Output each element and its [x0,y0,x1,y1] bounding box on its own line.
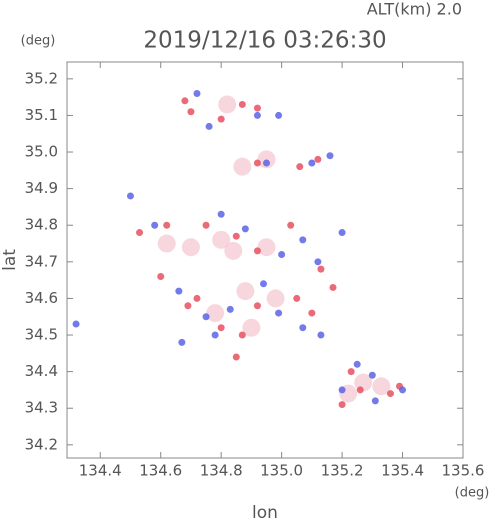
data-point [232,232,240,240]
data-point [184,302,192,310]
data-point [275,309,283,317]
y-tick-label: 35.2 [25,69,58,87]
data-point [253,159,261,167]
data-point [314,258,322,266]
data-point [202,221,210,229]
data-point [193,294,201,302]
data-point [238,331,246,339]
data-point [257,238,276,257]
data-point [212,230,231,249]
data-point [347,368,355,376]
data-point [371,397,379,405]
data-point [338,386,346,394]
data-point [257,150,276,169]
y-tick-label: 34.2 [25,435,58,453]
data-point [275,111,283,119]
data-point [241,225,249,233]
y-tick-label: 35.0 [25,143,58,161]
plot-frame [66,61,464,459]
data-point [299,236,307,244]
data-point [217,324,225,332]
data-point [263,159,271,167]
data-point [308,159,316,167]
x-axis-label: lon [252,503,278,521]
data-point [205,122,213,130]
data-point [236,282,255,301]
data-point [293,294,301,302]
data-point [233,157,252,176]
y-tick-label: 35.1 [25,106,58,124]
y-tick-label: 34.4 [25,362,58,380]
data-point [317,265,325,273]
data-point [242,318,261,337]
data-point [266,289,285,308]
x-tick-label: 135.6 [442,462,485,480]
data-point [296,163,304,171]
data-point [72,320,80,328]
data-point [278,251,286,259]
data-point [338,229,346,237]
data-point [326,152,334,160]
data-point [308,309,316,317]
data-point [175,287,183,295]
data-point [386,390,394,398]
data-point [314,155,322,163]
data-point [202,313,210,321]
x-tick-label: 135.4 [381,462,424,480]
data-point [181,97,189,105]
x-unit: (deg) [455,486,490,501]
data-point [238,100,246,108]
data-point [206,304,225,323]
y-tick-label: 34.6 [25,289,58,307]
data-point [217,115,225,123]
data-point [368,371,376,379]
data-point [338,401,346,409]
y-tick-label: 34.9 [25,179,58,197]
data-point [232,353,240,361]
data-point [218,95,237,114]
data-point [151,221,159,229]
data-point [253,302,261,310]
data-point [136,229,144,237]
y-tick-label: 34.5 [25,326,58,344]
data-point [157,272,165,280]
data-point [163,221,171,229]
data-point [187,108,195,116]
y-tick-label: 34.7 [25,252,58,270]
data-point [317,331,325,339]
data-point [399,386,407,394]
x-tick-label: 134.4 [79,462,122,480]
x-tick-label: 135.0 [260,462,303,480]
data-point [217,210,225,218]
data-point [287,221,295,229]
data-point [253,111,261,119]
data-point [224,241,243,260]
data-point [259,280,267,288]
y-unit: (deg) [21,34,56,49]
data-point [126,192,134,200]
data-point [157,234,176,253]
x-tick-label: 134.6 [139,462,182,480]
data-point [181,238,200,257]
data-point [211,331,219,339]
data-point [372,377,391,396]
x-tick-label: 134.8 [200,462,243,480]
y-tick-label: 34.8 [25,216,58,234]
data-point [178,338,186,346]
data-point [299,324,307,332]
y-tick-label: 34.3 [25,399,58,417]
data-point [253,247,261,255]
data-point [329,283,337,291]
data-point [356,386,364,394]
data-point [353,360,361,368]
chart-title: 2019/12/16 03:26:30 [143,28,386,54]
x-tick-label: 135.2 [321,462,364,480]
data-point [226,305,234,313]
y-axis-label: lat [0,249,20,271]
altitude-label: ALT(km) 2.0 [367,0,462,19]
data-point [253,104,261,112]
data-point [193,89,201,97]
